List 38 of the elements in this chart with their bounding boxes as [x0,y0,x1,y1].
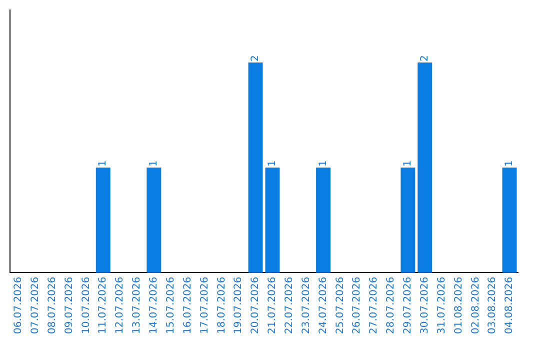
x-tick-label: 23.07.2026 [300,276,312,334]
x-tick-label: 06.07.2026 [13,276,24,334]
x-tick-label: 11.07.2026 [98,276,109,334]
x-tick-label: 10.07.2026 [80,276,92,334]
data-label: 1 [267,160,278,167]
x-tick-label: 29.07.2026 [402,276,414,334]
x-tick-label: 01.08.2026 [453,276,464,334]
x-tick-label: 22.07.2026 [284,276,295,334]
x-tick-label: 26.07.2026 [352,276,363,334]
x-tick-label: 08.07.2026 [46,276,58,334]
x-tick-label: 27.07.2026 [368,276,380,334]
x-tick-label: 19.07.2026 [233,276,244,334]
data-label: 2 [250,55,262,62]
x-tick-label: 16.07.2026 [182,276,194,334]
x-tick-label: 14.07.2026 [148,276,160,334]
data-label: 1 [318,160,329,167]
data-label: 2 [419,55,430,62]
x-tick-label: 30.07.2026 [419,276,430,334]
x-tick-label: 04.08.2026 [504,276,516,334]
x-tick-label: 15.07.2026 [165,276,176,334]
x-tick-label: 21.07.2026 [267,276,278,334]
data-label: 1 [98,160,109,167]
data-label: 1 [504,160,516,167]
x-tick-label: 28.07.2026 [386,276,397,334]
x-tick-label: 18.07.2026 [216,276,228,334]
x-tick-label: 07.07.2026 [30,276,41,334]
data-label: 1 [402,160,414,167]
x-tick-label: 20.07.2026 [250,276,262,334]
data-label: 1 [148,160,160,167]
x-tick-label: 25.07.2026 [334,276,346,334]
x-tick-label: 02.08.2026 [470,276,482,334]
x-tick-label: 03.08.2026 [487,276,498,334]
x-tick-label: 31.07.2026 [436,276,448,334]
x-tick-label: 13.07.2026 [132,276,143,334]
x-tick-label: 09.07.2026 [64,276,75,334]
x-tick-label: 24.07.2026 [318,276,329,334]
x-tick-label: 17.07.2026 [199,276,210,334]
x-tick-label: 12.07.2026 [114,276,126,334]
